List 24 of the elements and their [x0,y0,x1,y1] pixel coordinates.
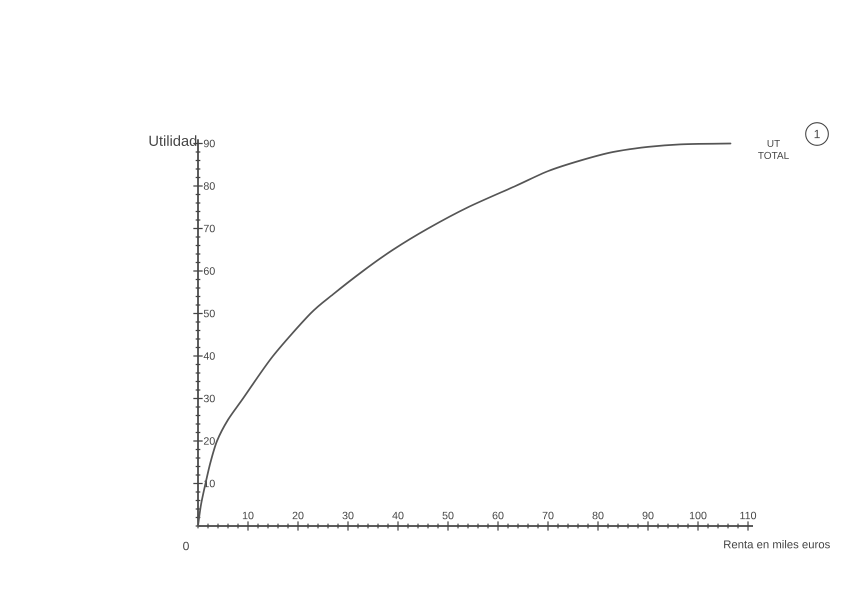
x-tick-label: 110 [740,512,756,520]
y-tick-label: 20 [204,437,215,445]
x-tick-label: 80 [592,512,604,520]
x-tick-label: 30 [342,512,354,520]
text: UT TOTAL [758,140,789,159]
y-tick-label: 60 [204,267,215,275]
x-tick-label: 60 [492,512,504,520]
y-tick-label: 70 [204,224,215,232]
x-tick-label: 90 [642,512,654,520]
x-axis-title: Renta en miles euros [724,540,830,548]
y-tick-label: 90 [204,140,215,148]
text: 1 [814,130,820,138]
x-tick-label: 10 [242,512,254,520]
x-tick-label: 100 [690,512,706,520]
y-tick-label: 80 [204,182,215,190]
y-tick-label: 30 [204,394,215,402]
x-tick-label: 20 [292,512,304,520]
y-axis-title: Utilidad [150,135,196,146]
annotation: 0 [183,542,189,550]
y-tick-label: 50 [204,310,215,318]
x-tick-label: 40 [392,512,404,520]
x-tick-label: 50 [442,512,454,520]
y-tick-label: 40 [204,352,215,360]
x-tick-label: 70 [542,512,554,520]
